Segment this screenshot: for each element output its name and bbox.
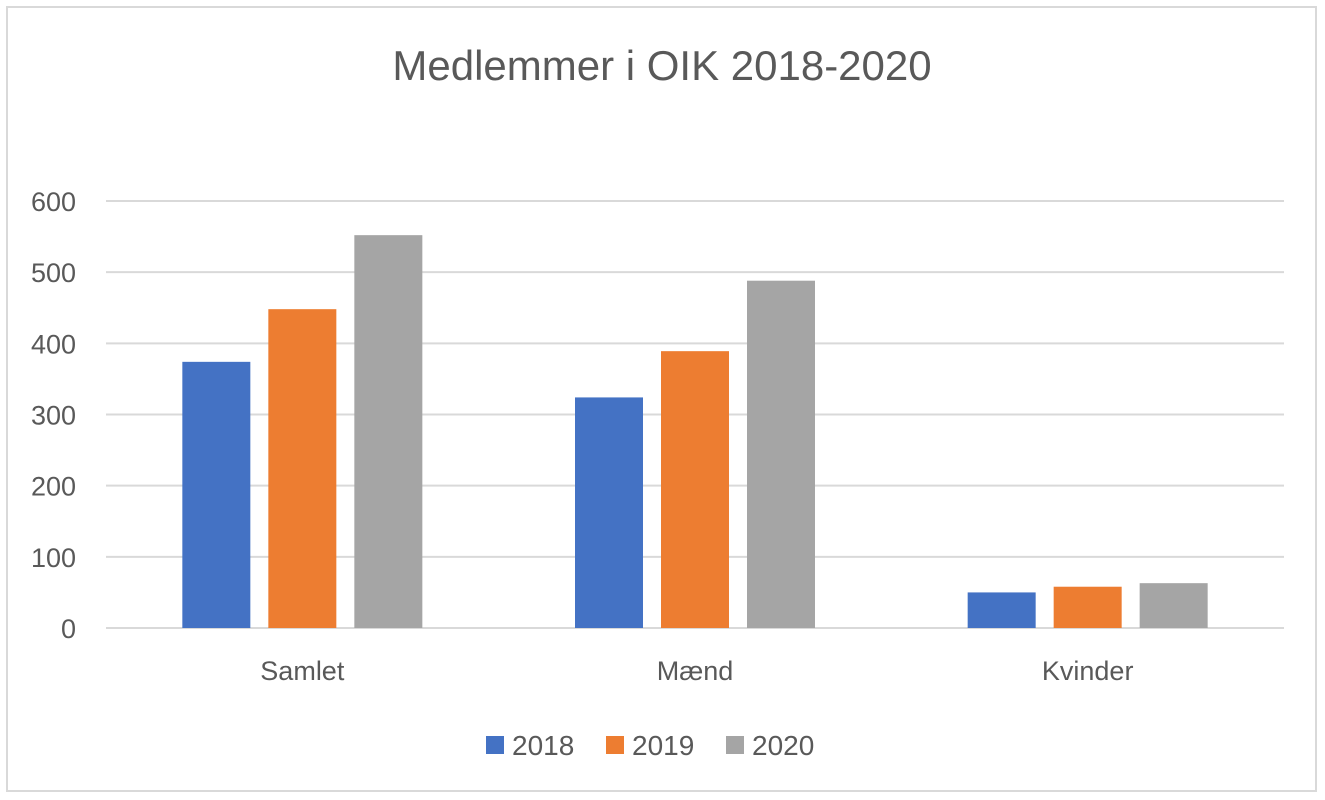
category-label-1: Mænd (657, 656, 734, 686)
y-axis-tick-labels: 0 100 200 300 400 500 600 (31, 187, 76, 644)
legend-label-2020: 2020 (752, 730, 814, 761)
bar-mænd-2020 (747, 280, 815, 628)
bars (182, 235, 1208, 628)
chart-title: Medlemmer i OIK 2018-2020 (392, 42, 931, 89)
y-tick-label-600: 600 (31, 187, 76, 217)
category-label-0: Samlet (260, 656, 345, 686)
legend-swatch-2020 (726, 736, 744, 754)
bar-mænd-2018 (575, 397, 643, 628)
y-tick-label-400: 400 (31, 329, 76, 359)
bar-kvinder-2019 (1053, 586, 1122, 628)
y-tick-label-200: 200 (31, 472, 76, 502)
bar-kvinder-2020 (1139, 583, 1208, 628)
category-label-2: Kvinder (1042, 656, 1134, 686)
y-tick-label-0: 0 (61, 614, 76, 644)
y-tick-label-100: 100 (31, 543, 76, 573)
legend-swatch-2018 (486, 736, 504, 754)
bar-mænd-2019 (661, 351, 729, 628)
legend-label-2019: 2019 (632, 730, 694, 761)
y-tick-label-500: 500 (31, 258, 76, 288)
y-tick-label-300: 300 (31, 401, 76, 431)
bar-samlet-2018 (182, 361, 251, 628)
bar-samlet-2019 (268, 309, 337, 628)
x-axis-category-labels: Samlet Mænd Kvinder (260, 656, 1133, 686)
bar-samlet-2020 (354, 235, 423, 628)
legend-swatch-2019 (606, 736, 624, 754)
bar-kvinder-2018 (967, 592, 1036, 628)
legend: 2018 2019 2020 (486, 730, 814, 761)
legend-label-2018: 2018 (512, 730, 574, 761)
